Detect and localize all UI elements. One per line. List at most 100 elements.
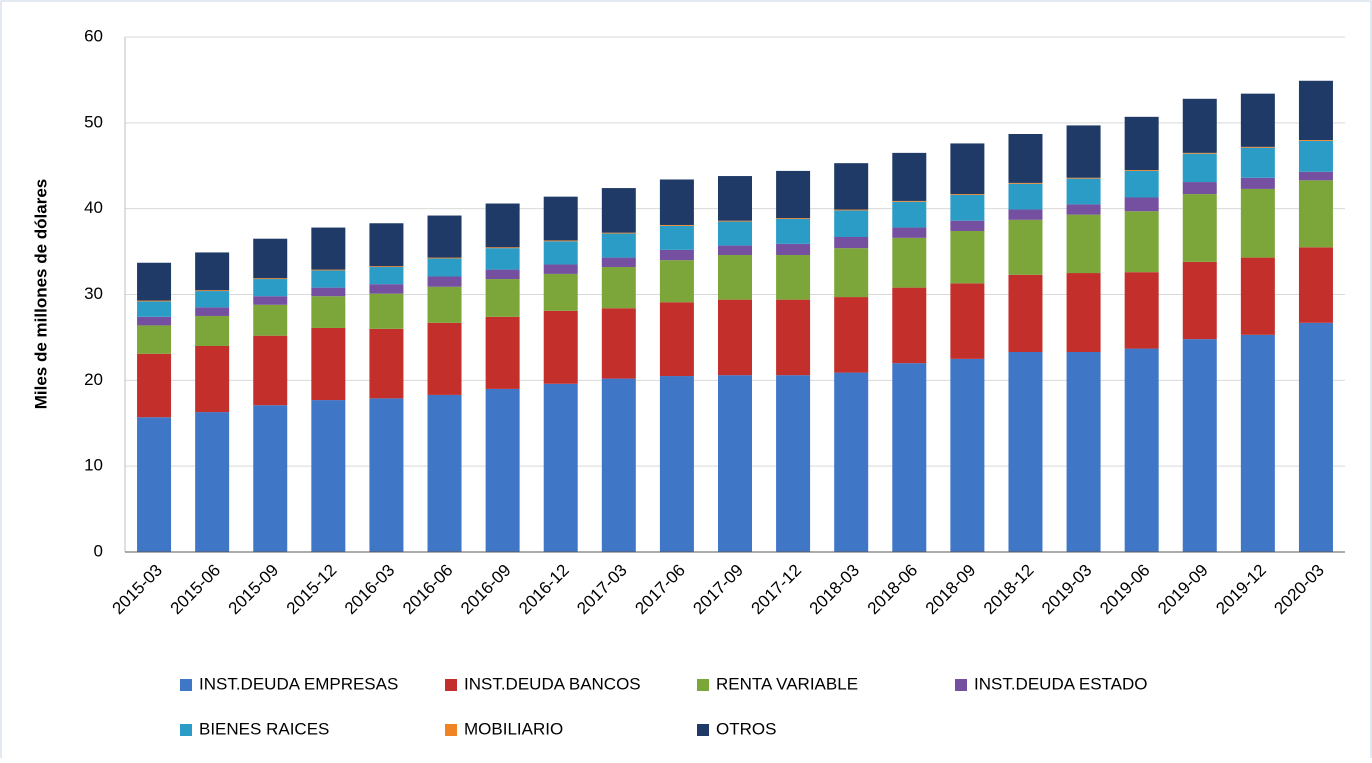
bar-segment (892, 152, 927, 201)
bar-segment (137, 353, 172, 418)
bar-segment (1298, 80, 1333, 140)
bar-segment (1182, 194, 1217, 262)
bar-segment (137, 325, 172, 354)
y-tick-label: 60 (84, 26, 103, 45)
bar-segment (137, 300, 172, 302)
bar-segment (427, 394, 462, 552)
bar-segment (718, 375, 752, 552)
bar-segment (543, 383, 578, 552)
bar-segment (1124, 170, 1159, 171)
bar-segment (427, 257, 462, 259)
bar-segment (253, 405, 288, 552)
bar-segment (137, 417, 172, 552)
bar-segment (543, 310, 578, 384)
bar-segment (950, 283, 985, 359)
bar-segment (718, 221, 752, 246)
bar-segment (485, 279, 520, 317)
legend-swatch (955, 679, 967, 691)
bar-segment (137, 262, 172, 301)
y-axis-title: Miles de millones de dólares (31, 179, 50, 410)
bar-segment (1182, 98, 1217, 153)
legend-label: INST.DEUDA EMPRESAS (199, 674, 398, 693)
bar-segment (369, 223, 404, 267)
bar-segment (1240, 146, 1275, 148)
bar-segment (1240, 93, 1275, 147)
y-tick-label: 10 (84, 456, 103, 475)
bar-segment (1182, 152, 1217, 154)
bar-segment (601, 233, 636, 258)
bar-segment (950, 194, 985, 195)
bar-segment (543, 241, 578, 265)
bar-segment (543, 264, 578, 274)
y-tick-label: 20 (84, 370, 103, 389)
bar-segment (1124, 197, 1159, 212)
bar-segment (369, 328, 404, 399)
bar-segment (892, 200, 927, 202)
bar-segment (776, 255, 811, 300)
bar-segment (950, 143, 985, 195)
bar-segment (834, 297, 869, 373)
bar-segment (1066, 177, 1101, 179)
bar-segment (950, 220, 985, 231)
bar-segment (1008, 274, 1043, 353)
bar-segment (834, 372, 869, 552)
bar-segment (485, 388, 520, 552)
bar-segment (369, 293, 404, 329)
legend-swatch (445, 724, 457, 736)
bar-segment (485, 248, 520, 270)
bar-segment (427, 286, 462, 323)
bar-segment (1066, 204, 1101, 215)
bar-segment (776, 243, 811, 256)
bar-segment (892, 363, 927, 552)
bar-segment (1124, 348, 1159, 552)
bar-segment (1066, 352, 1101, 552)
bar-segment (311, 287, 346, 297)
bar-segment (1124, 211, 1159, 273)
bar-segment (659, 224, 694, 226)
bar-segment (950, 194, 985, 221)
bar-segment (776, 218, 811, 219)
bar-segment (1008, 133, 1043, 183)
bar-segment (195, 315, 230, 346)
bar-segment (1240, 147, 1275, 178)
bar-segment (195, 252, 230, 291)
bar-segment (892, 287, 927, 364)
bar-segment (485, 247, 520, 249)
bar-segment (253, 278, 288, 280)
bar-segment (892, 227, 927, 238)
bar-segment (776, 170, 811, 219)
bar-segment (1298, 322, 1333, 552)
bar-segment (1182, 339, 1217, 552)
bar-segment (718, 255, 752, 300)
bar-segment (369, 266, 404, 268)
bar-segment (369, 284, 404, 294)
bar-segment (1066, 125, 1101, 178)
bar-segment (834, 163, 869, 210)
bar-segment (1008, 219, 1043, 275)
bar-segment (137, 316, 172, 326)
legend-swatch (180, 679, 192, 691)
bar-segment (543, 273, 578, 311)
bar-segment (311, 227, 346, 270)
bar-segment (485, 269, 520, 280)
bar-segment (834, 236, 869, 249)
bar-segment (253, 335, 288, 406)
bar-segment (253, 238, 288, 279)
bar-segment (834, 209, 869, 211)
bar-segment (659, 302, 694, 377)
bar-segment (659, 376, 694, 552)
bar-segment (543, 196, 578, 241)
legend-label: RENTA VARIABLE (716, 674, 858, 693)
bar-segment (1008, 182, 1043, 184)
bar-segment (195, 412, 230, 552)
bar-segment (834, 248, 869, 298)
bar-segment (1008, 352, 1043, 552)
bar-segment (659, 179, 694, 225)
y-tick-label: 50 (84, 112, 103, 131)
bar-segment (1298, 140, 1333, 172)
bar-segment (1240, 188, 1275, 258)
bar-segment (137, 301, 172, 317)
bar-segment (659, 249, 694, 261)
bar-segment (1240, 334, 1275, 552)
